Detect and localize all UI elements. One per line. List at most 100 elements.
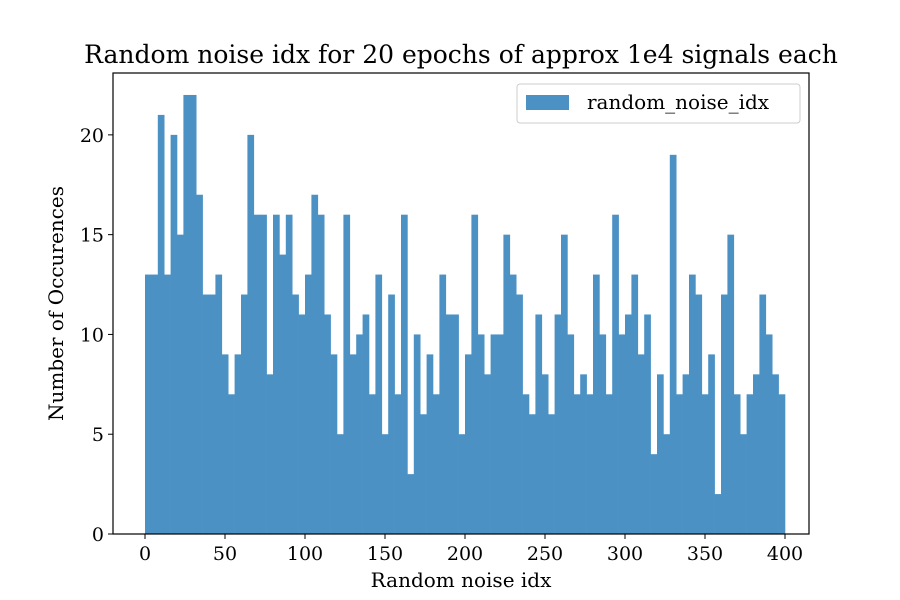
histogram-bar bbox=[503, 234, 511, 534]
histogram-bar bbox=[753, 374, 760, 534]
histogram-bar bbox=[497, 334, 504, 534]
histogram-bar bbox=[490, 334, 498, 534]
histogram-bar bbox=[439, 274, 447, 534]
histogram-bar bbox=[701, 394, 709, 534]
histogram-bar bbox=[292, 294, 299, 534]
x-tick-label: 200 bbox=[447, 543, 483, 565]
bars-group bbox=[145, 94, 786, 535]
histogram-bar bbox=[522, 394, 530, 534]
histogram-bar bbox=[369, 394, 376, 534]
y-tick-label: 0 bbox=[92, 524, 104, 546]
histogram-bar bbox=[746, 394, 754, 534]
y-tick-label: 20 bbox=[80, 125, 104, 147]
histogram-bar bbox=[273, 214, 280, 535]
histogram-bar bbox=[317, 214, 325, 535]
histogram-bar bbox=[234, 354, 242, 534]
histogram-bar bbox=[586, 394, 594, 534]
histogram-bar bbox=[305, 274, 312, 534]
histogram-bar bbox=[484, 374, 491, 534]
histogram-bar bbox=[202, 294, 210, 534]
histogram-bar bbox=[631, 274, 639, 534]
histogram-bar bbox=[196, 194, 203, 534]
histogram-bar bbox=[772, 374, 779, 534]
histogram-bar bbox=[695, 294, 703, 534]
histogram-bar bbox=[413, 334, 421, 534]
x-tick-label: 400 bbox=[767, 543, 803, 565]
histogram-bar bbox=[663, 434, 671, 534]
histogram-bar bbox=[375, 274, 383, 534]
histogram-bar bbox=[157, 114, 165, 534]
histogram-bar bbox=[740, 434, 747, 534]
x-tick-label: 250 bbox=[527, 543, 563, 565]
y-axis-ticks: 0 5 10 15 20 bbox=[80, 125, 113, 546]
histogram-bar bbox=[362, 314, 370, 534]
histogram-bar bbox=[516, 294, 523, 534]
histogram-bar bbox=[458, 434, 466, 534]
histogram-bar bbox=[215, 274, 223, 534]
histogram-bar bbox=[535, 314, 543, 534]
histogram-bar bbox=[343, 214, 351, 535]
histogram-bar bbox=[260, 214, 267, 535]
histogram-bar bbox=[593, 274, 600, 534]
histogram-bar bbox=[580, 374, 587, 534]
y-tick-label: 10 bbox=[80, 324, 104, 346]
histogram-bar bbox=[573, 394, 581, 534]
histogram-bar bbox=[554, 314, 562, 534]
histogram-bar bbox=[401, 214, 408, 535]
x-tick-label: 50 bbox=[213, 543, 237, 565]
histogram-bar bbox=[644, 314, 651, 534]
x-tick-label: 150 bbox=[367, 543, 403, 565]
x-axis-label: Random noise idx bbox=[371, 568, 552, 592]
histogram-bar bbox=[657, 374, 664, 534]
histogram-bar bbox=[669, 154, 677, 534]
histogram-bar bbox=[285, 214, 293, 535]
histogram-bar bbox=[612, 214, 619, 535]
histogram-bar bbox=[247, 134, 255, 535]
histogram-bar bbox=[279, 254, 287, 534]
legend-box bbox=[516, 83, 801, 124]
chart-title: Random noise idx for 20 epochs of approx… bbox=[84, 40, 838, 69]
histogram-bar bbox=[567, 334, 575, 534]
histogram-bar bbox=[177, 234, 184, 534]
histogram-bar bbox=[721, 294, 728, 534]
histogram-bar bbox=[676, 394, 683, 534]
histogram-bar bbox=[394, 394, 402, 534]
histogram-bar bbox=[183, 94, 191, 534]
histogram-bar bbox=[426, 354, 434, 534]
histogram-bar bbox=[605, 394, 613, 534]
histogram-bar bbox=[465, 354, 472, 534]
histogram-bar bbox=[241, 294, 248, 534]
histogram-bar bbox=[381, 434, 389, 534]
histogram-bar bbox=[356, 334, 363, 534]
y-axis-label: Number of Occurences bbox=[44, 186, 68, 421]
histogram-bar bbox=[548, 414, 555, 534]
y-tick-label: 5 bbox=[92, 424, 104, 446]
legend: random_noise_idx bbox=[516, 83, 801, 124]
histogram-bar bbox=[778, 394, 786, 534]
histogram-bar bbox=[618, 334, 626, 534]
histogram-bar bbox=[765, 334, 773, 534]
histogram-bar bbox=[145, 274, 152, 534]
histogram-bar bbox=[266, 374, 274, 534]
histogram-bar bbox=[714, 494, 722, 534]
histogram-bar bbox=[541, 374, 549, 534]
x-tick-label: 350 bbox=[687, 543, 723, 565]
histogram-bar bbox=[324, 314, 331, 534]
histogram-bar bbox=[151, 274, 159, 534]
y-tick-label: 15 bbox=[80, 225, 104, 247]
histogram-bar bbox=[727, 234, 735, 534]
histogram-bar bbox=[689, 274, 696, 534]
histogram-bar bbox=[759, 294, 767, 534]
histogram-bar bbox=[599, 334, 607, 534]
histogram-bar bbox=[330, 354, 338, 534]
histogram-bar bbox=[221, 354, 229, 534]
histogram-bar bbox=[337, 434, 344, 534]
legend-label: random_noise_idx bbox=[587, 90, 770, 114]
x-tick-label: 300 bbox=[607, 543, 643, 565]
histogram-bar bbox=[298, 314, 306, 534]
histogram-bar bbox=[164, 274, 171, 534]
histogram-bar bbox=[650, 454, 658, 534]
histogram-bar bbox=[708, 354, 715, 534]
histogram-bar bbox=[509, 274, 517, 534]
